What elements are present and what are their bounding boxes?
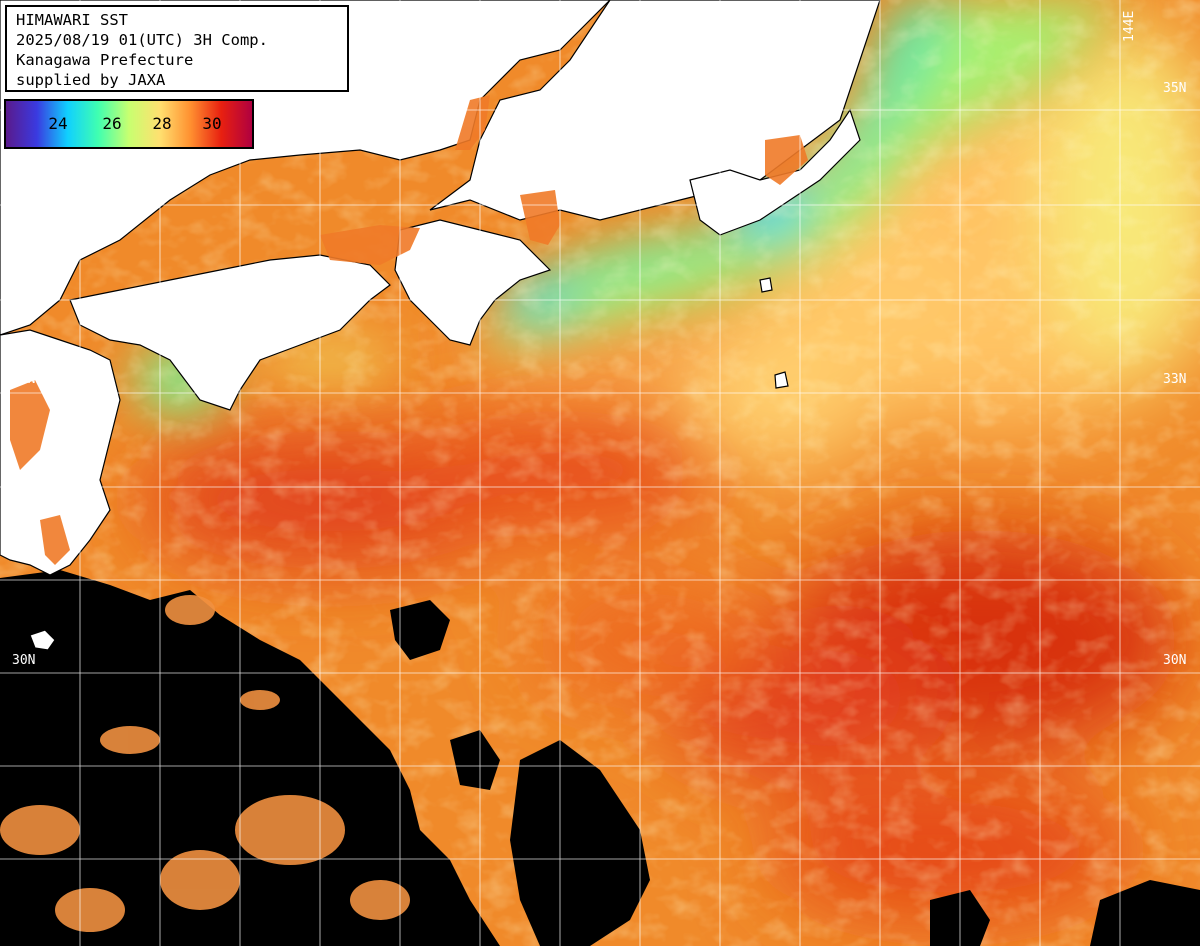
scale-label-30: 30 — [202, 114, 222, 133]
color-scale-bar: 24 26 28 30 — [4, 99, 254, 149]
lat-label-30n-west: 30N — [12, 653, 36, 668]
scale-label-28: 28 — [152, 114, 172, 133]
lat-label-35n: 35N — [1163, 81, 1187, 96]
no-data-areas — [0, 570, 1200, 946]
scale-label-26: 26 — [102, 114, 122, 133]
lat-label-33n-west: 33N — [12, 372, 36, 387]
cloud-edge-patches — [0, 595, 410, 932]
lon-label-144e: 144E — [1122, 10, 1137, 42]
title-line-product: HIMAWARI SST — [16, 11, 128, 29]
title-line-datetime: 2025/08/19 01(UTC) 3H Comp. — [16, 31, 268, 49]
lon-label-138e: 138E — [482, 10, 497, 42]
kii-peninsula — [394, 219, 552, 346]
coastal-fringes — [10, 95, 808, 565]
lat-label-33n: 33N — [1163, 372, 1187, 387]
title-panel: HIMAWARI SST 2025/08/19 01(UTC) 3H Comp.… — [5, 5, 349, 92]
title-line-supplier: supplied by JAXA — [16, 71, 166, 89]
scale-label-24: 24 — [48, 114, 68, 133]
lat-label-30n: 30N — [1163, 653, 1187, 668]
title-line-region: Kanagawa Prefecture — [16, 51, 194, 69]
